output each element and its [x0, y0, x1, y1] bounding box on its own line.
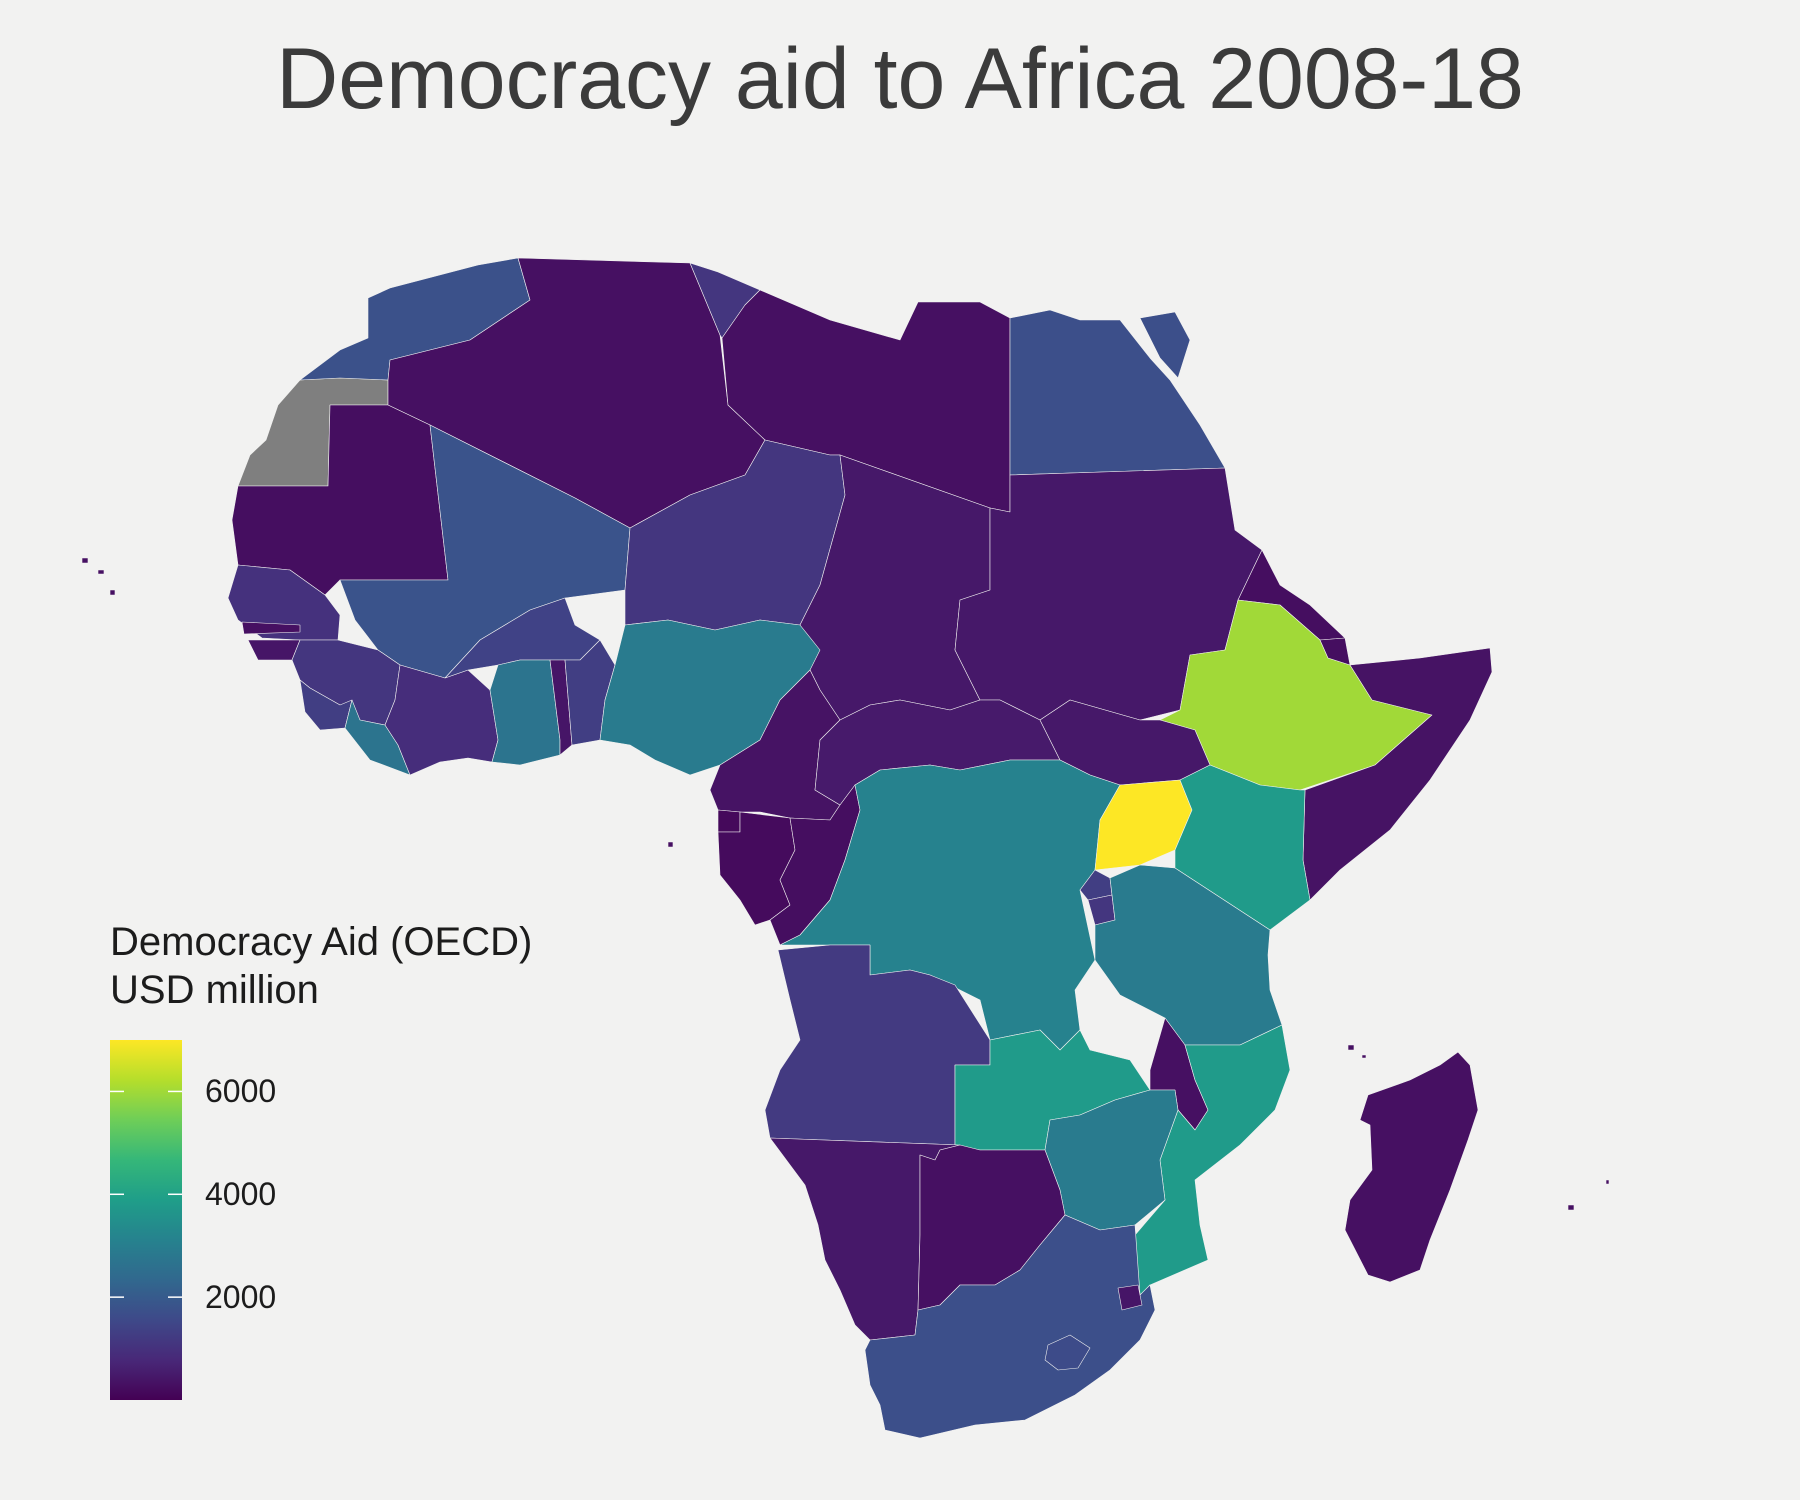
legend-title-line1: Democracy Aid (OECD)	[110, 920, 533, 964]
legend-title-line2: USD million	[110, 968, 319, 1012]
map-title: Democracy aid to Africa 2008-18	[276, 31, 1524, 127]
region-burundi	[1087, 894, 1116, 926]
colorbar-gradient	[110, 1040, 182, 1400]
legend-title: Democracy Aid (OECD) USD million	[110, 918, 532, 1014]
region-lesotho	[1044, 1334, 1091, 1371]
legend-colorbar	[110, 1040, 182, 1400]
region-somalia	[1302, 647, 1493, 901]
region-madagascar	[1344, 1051, 1479, 1283]
region-eswatini	[1117, 1284, 1143, 1311]
region-sao-tome-islands	[667, 841, 674, 848]
region-cape-verde-islands	[81, 557, 116, 596]
colorbar-tick-label: 6000	[205, 1073, 277, 1110]
region-comoros-islands	[1347, 1044, 1367, 1059]
region-gambia	[241, 621, 301, 635]
region-mauritania	[231, 404, 449, 596]
region-kenya	[1174, 764, 1311, 931]
region-guinea-bissau	[247, 639, 301, 661]
colorbar-tick-label: 4000	[205, 1176, 277, 1213]
region-mauritius-islands	[1567, 1179, 1610, 1211]
region-egypt-sinai	[1139, 311, 1191, 379]
region-equatorial-guinea	[717, 809, 741, 833]
colorbar-tick-label: 2000	[205, 1279, 277, 1316]
region-egypt	[1009, 309, 1226, 476]
region-ghana	[489, 659, 561, 766]
region-south-africa	[864, 1214, 1156, 1439]
